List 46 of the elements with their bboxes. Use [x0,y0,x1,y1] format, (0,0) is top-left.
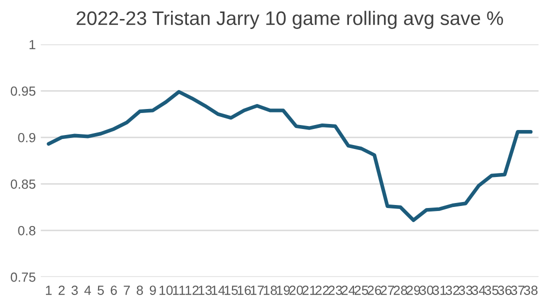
x-tick-label: 26 [368,286,382,295]
x-tick-label: 7 [124,286,130,295]
x-tick-label: 32 [446,286,460,295]
x-tick-label: 17 [250,286,264,295]
x-tick-label: 29 [406,286,420,295]
x-tick-label: 1 [46,286,52,295]
x-tick-label: 27 [380,286,394,295]
x-tick-label: 11 [173,286,186,295]
x-tick-label: 24 [342,286,356,295]
x-tick-label: 13 [198,286,212,295]
x-tick-label: 38 [524,286,538,295]
y-tick-label: 0.85 [10,179,36,189]
x-tick-label: 21 [302,286,316,295]
x-tick-label: 19 [276,286,290,295]
x-tick-label: 3 [72,286,78,295]
x-tick-label: 16 [238,286,251,295]
x-tick-label: 31 [432,286,446,295]
x-tick-label: 30 [420,286,434,295]
x-tick-label: 37 [510,286,524,295]
y-tick-label: 0.95 [10,86,36,96]
x-tick-label: 35 [484,286,498,295]
x-tick-label: 25 [354,286,368,295]
x-tick-label: 12 [186,286,199,295]
x-tick-label: 5 [98,286,104,295]
x-tick-label: 6 [110,286,117,295]
x-tick-label: 8 [136,286,143,295]
y-tick-label: 0.75 [10,272,36,282]
chart-title: 2022-23 Tristan Jarry 10 game rolling avg save % [76,10,504,29]
x-tick-label: 22 [316,286,329,295]
y-tick-label: 1 [30,40,36,50]
x-tick-label: 34 [472,286,486,295]
x-tick-label: 14 [212,286,225,295]
x-tick-label: 28 [394,286,408,295]
x-tick-label: 9 [150,286,156,295]
y-tick-label: 0.8 [18,226,36,236]
x-tick-label: 2 [58,286,65,295]
x-tick-label: 20 [290,286,304,295]
x-tick-label: 33 [458,286,472,295]
x-tick-label: 23 [328,286,342,295]
x-tick-label: 4 [84,286,91,295]
x-tick-label: 36 [498,286,512,295]
x-tick-label: 10 [160,286,173,295]
y-tick-label: 0.9 [18,132,36,142]
line-series [46,90,533,222]
x-tick-label: 18 [264,286,277,295]
x-tick-label: 15 [224,286,238,295]
